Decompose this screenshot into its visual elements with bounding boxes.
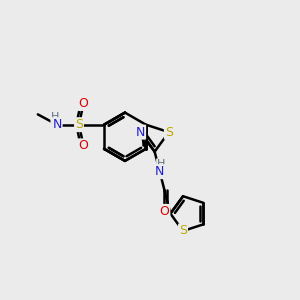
Text: H: H: [51, 112, 60, 122]
Text: O: O: [79, 97, 88, 110]
Text: N: N: [52, 118, 62, 131]
Text: S: S: [75, 118, 83, 131]
Text: O: O: [160, 205, 170, 218]
Text: N: N: [155, 165, 164, 178]
Text: N: N: [136, 126, 145, 139]
Text: S: S: [165, 126, 173, 139]
Text: H: H: [157, 159, 165, 169]
Text: S: S: [179, 224, 187, 238]
Text: O: O: [79, 140, 88, 152]
